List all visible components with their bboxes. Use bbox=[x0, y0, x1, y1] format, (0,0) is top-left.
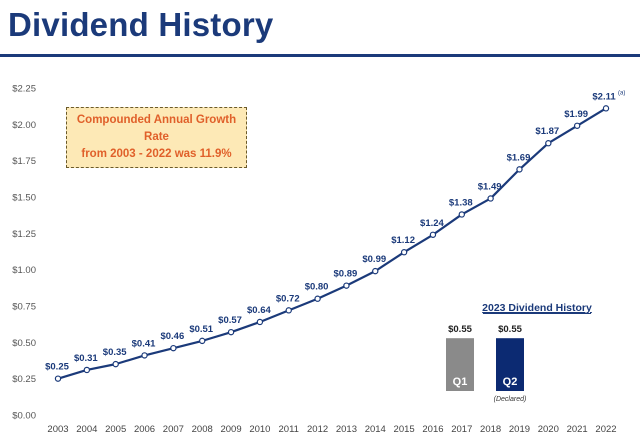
y-tick-label: $0.00 bbox=[12, 411, 36, 422]
data-label: $0.80 bbox=[305, 282, 329, 293]
cagr-note: Compounded Annual Growth Rate from 2003 … bbox=[66, 107, 247, 168]
data-point bbox=[54, 375, 62, 382]
data-label: $0.64 bbox=[247, 305, 271, 316]
data-label: $1.38 bbox=[449, 197, 473, 208]
dividend-series: $0.25 $0.31 $0.35 $0.41 $0.46 $0.51 $0.57 $0.64… bbox=[45, 90, 625, 382]
y-tick-label: $0.25 bbox=[12, 374, 36, 385]
data-point bbox=[112, 360, 119, 368]
x-tick-label: 2014 bbox=[365, 424, 386, 435]
data-label: $1.99 bbox=[564, 109, 588, 120]
x-tick-label: 2008 bbox=[192, 424, 213, 435]
x-axis: 2003 2004 2005 2006 2007 2008 2009 2010 2011 2012… bbox=[47, 424, 616, 435]
data-point bbox=[458, 211, 465, 218]
data-point bbox=[285, 307, 292, 314]
inset-bar-note: (Declared) bbox=[494, 396, 527, 403]
y-tick-label: $1.25 bbox=[12, 229, 36, 240]
data-label: $2.11 bbox=[592, 91, 616, 102]
inset-2023-chart: 2023 Dividend History $0.55 Q1 $0.55 Q2 (Decl… bbox=[446, 302, 592, 403]
x-tick-label: 2003 bbox=[47, 424, 68, 435]
data-point bbox=[429, 231, 437, 238]
cagr-note-line2: from 2003 - 2022 was 11.9% bbox=[81, 148, 232, 160]
data-point bbox=[573, 122, 581, 129]
x-tick-label: 2010 bbox=[249, 424, 270, 435]
data-label: $1.49 bbox=[478, 181, 502, 192]
data-point bbox=[141, 352, 148, 359]
data-point bbox=[170, 344, 177, 352]
x-tick-label: 2019 bbox=[509, 424, 530, 435]
x-tick-label: 2017 bbox=[451, 424, 472, 435]
inset-bar-value-label: $0.55 bbox=[498, 324, 522, 335]
data-point bbox=[343, 282, 350, 289]
x-tick-label: 2015 bbox=[394, 424, 415, 435]
title-underline bbox=[0, 54, 640, 57]
page-title: Dividend History bbox=[8, 6, 274, 43]
data-point bbox=[83, 366, 91, 374]
data-point bbox=[487, 195, 494, 202]
y-tick-label: $1.75 bbox=[12, 156, 36, 167]
data-label: $1.24 bbox=[420, 218, 444, 229]
x-tick-label: 2011 bbox=[279, 424, 299, 435]
footnote-marker: (a) bbox=[618, 90, 625, 96]
inset-bar-value-label: $0.55 bbox=[448, 324, 472, 335]
x-tick-label: 2005 bbox=[105, 424, 126, 435]
data-label: $0.89 bbox=[334, 269, 358, 280]
data-label: $0.41 bbox=[132, 338, 156, 349]
x-tick-label: 2016 bbox=[422, 424, 443, 435]
x-tick-label: 2012 bbox=[307, 424, 328, 435]
data-point bbox=[372, 267, 379, 275]
inset-bar-category-label: Q1 bbox=[453, 376, 468, 388]
x-tick-label: 2004 bbox=[76, 424, 97, 435]
series-line bbox=[57, 107, 607, 380]
data-label: $1.12 bbox=[391, 235, 415, 246]
x-tick-label: 2020 bbox=[538, 424, 559, 435]
x-tick-label: 2007 bbox=[163, 424, 184, 435]
y-tick-label: $1.50 bbox=[12, 193, 36, 204]
data-point bbox=[545, 140, 552, 147]
inset-bar-q1 bbox=[446, 338, 474, 391]
data-point bbox=[602, 105, 610, 112]
data-label: $1.69 bbox=[507, 152, 531, 163]
x-tick-label: 2022 bbox=[595, 424, 616, 435]
data-label: $0.25 bbox=[45, 362, 69, 373]
data-label: $0.99 bbox=[362, 254, 386, 265]
data-label: $0.35 bbox=[103, 347, 127, 358]
y-tick-label: $0.75 bbox=[12, 302, 36, 313]
data-point bbox=[516, 166, 523, 173]
x-tick-label: 2006 bbox=[134, 424, 155, 435]
data-label: $0.57 bbox=[218, 315, 242, 326]
inset-bar-q2 bbox=[496, 338, 524, 391]
cagr-note-line1: Compounded Annual Growth Rate bbox=[76, 114, 237, 143]
y-tick-label: $2.25 bbox=[12, 84, 36, 95]
x-tick-label: 2009 bbox=[220, 424, 241, 435]
y-axis: $0.00 $0.25 $0.50 $0.75 $1.00 $1.25 $1.50 $1.75… bbox=[12, 84, 36, 422]
data-point bbox=[227, 328, 235, 336]
y-tick-label: $0.50 bbox=[12, 338, 36, 349]
inset-bar-category-label: Q2 bbox=[503, 376, 518, 388]
inset-title: 2023 Dividend History bbox=[482, 302, 592, 314]
data-point bbox=[314, 295, 321, 302]
cagr-note-text: Compounded Annual Growth Rate from 2003 … bbox=[67, 112, 246, 163]
data-label: $0.31 bbox=[74, 353, 98, 364]
data-label: $0.51 bbox=[189, 324, 213, 335]
y-tick-label: $2.00 bbox=[12, 120, 36, 131]
x-tick-label: 2018 bbox=[480, 424, 501, 435]
y-tick-label: $1.00 bbox=[12, 265, 36, 276]
data-point bbox=[256, 318, 264, 326]
data-point bbox=[400, 249, 408, 256]
x-tick-label: 2013 bbox=[336, 424, 357, 435]
data-label: $0.72 bbox=[276, 293, 300, 304]
data-label: $1.87 bbox=[535, 126, 559, 137]
data-point bbox=[199, 337, 206, 345]
x-tick-label: 2021 bbox=[567, 424, 588, 435]
data-label: $0.46 bbox=[160, 331, 184, 342]
